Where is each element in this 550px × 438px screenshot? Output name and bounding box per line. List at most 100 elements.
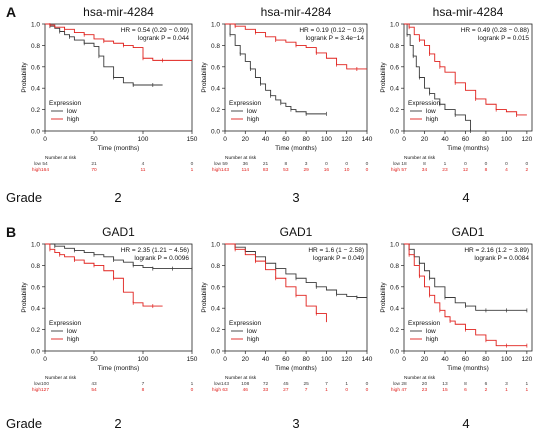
x-tick-label: 120 <box>521 136 532 143</box>
legend-label: low <box>426 108 436 115</box>
risk-count-high: 1 <box>505 387 508 393</box>
risk-count-low: 0 <box>505 161 508 167</box>
x-tick-label: 40 <box>441 356 449 363</box>
legend-label: high <box>247 336 260 343</box>
risk-count-low: 21 <box>263 161 269 167</box>
plot-frame <box>403 23 533 132</box>
x-tick-label: 50 <box>90 356 98 363</box>
risk-count-low: 45 <box>283 381 289 387</box>
y-tick-label: 0.8 <box>390 263 399 270</box>
risk-count-low: 54 <box>42 161 48 167</box>
plot-frame <box>44 243 193 352</box>
km-curve-low <box>404 243 527 311</box>
legend-label: high <box>426 116 439 123</box>
x-tick-label: 60 <box>462 356 470 363</box>
x-tick-label: 20 <box>242 356 250 363</box>
grade-value-b3: 4 <box>462 416 470 431</box>
legend-title: Expression <box>229 320 262 327</box>
y-tick-label: 0.2 <box>211 327 220 334</box>
km-panel: GAD1 0.0 0.2 0.4 0.6 0.8 1.0 0 50 100 150 Time (mon… <box>21 225 198 393</box>
risk-count-high: 0 <box>366 387 369 393</box>
x-tick-label: 100 <box>501 356 512 363</box>
legend-label: low <box>426 328 436 335</box>
risk-count-low: 25 <box>303 381 309 387</box>
risk-count-low: 0 <box>191 161 194 167</box>
risk-count-high: 0 <box>366 167 369 173</box>
y-tick-label: 0.6 <box>211 64 220 71</box>
y-axis-label: Probability <box>21 282 28 313</box>
plot-frame <box>224 23 368 132</box>
risk-count-high: 70 <box>91 167 97 173</box>
risk-count-low: 72 <box>263 381 269 387</box>
risk-count-low: 7 <box>142 381 145 387</box>
risk-count-low: 18 <box>401 161 407 167</box>
x-axis-label: Time (months) <box>447 365 489 372</box>
y-tick-label: 1.0 <box>31 242 40 249</box>
x-tick-label: 80 <box>482 136 490 143</box>
risk-count-high: 6 <box>464 387 467 393</box>
y-tick-label: 0.0 <box>390 129 399 136</box>
x-tick-label: 140 <box>362 136 373 143</box>
x-tick-label: 60 <box>282 136 290 143</box>
y-tick-label: 0.8 <box>31 263 40 270</box>
stat-text: HR = 0.54 (0.29 − 0.99) <box>121 27 189 34</box>
legend-title: Expression <box>49 320 82 327</box>
x-tick-label: 0 <box>402 136 406 143</box>
km-curve-high <box>45 23 192 61</box>
risk-count-high: 127 <box>41 387 49 393</box>
risk-count-high: 2 <box>485 387 488 393</box>
y-tick-label: 0.6 <box>31 284 40 291</box>
grade-value-a2: 3 <box>292 190 300 205</box>
y-tick-label: 0.0 <box>31 129 40 136</box>
x-tick-label: 40 <box>262 136 270 143</box>
legend-label: low <box>247 108 257 115</box>
x-tick-label: 60 <box>462 136 470 143</box>
grade-label-bottom: Grade <box>6 416 43 431</box>
y-tick-label: 0.0 <box>31 349 40 356</box>
risk-count-low: 1 <box>444 161 447 167</box>
risk-group-label: high <box>32 167 41 173</box>
chart-title: hsa-mir-4284 <box>261 5 332 19</box>
km-curve-high <box>225 23 367 70</box>
y-tick-label: 0.4 <box>211 86 220 93</box>
panel-label-a: A <box>6 4 17 20</box>
x-tick-label: 100 <box>138 356 149 363</box>
risk-count-high: 27 <box>283 387 289 393</box>
x-tick-label: 120 <box>521 356 532 363</box>
x-tick-label: 100 <box>138 136 149 143</box>
chart-title: GAD1 <box>280 225 313 239</box>
stat-text: HR = 2.35 (1.21 − 4.56) <box>121 247 189 254</box>
risk-count-high: 8 <box>485 167 488 173</box>
risk-table-title: Number at risk <box>45 375 77 381</box>
x-tick-label: 0 <box>43 356 47 363</box>
x-tick-label: 0 <box>223 136 227 143</box>
legend-label: low <box>247 328 257 335</box>
stat-text: logrank P = 0.0084 <box>474 255 529 262</box>
y-tick-label: 0.2 <box>31 327 40 334</box>
x-tick-label: 100 <box>321 356 332 363</box>
risk-count-high: 1 <box>325 387 328 393</box>
x-tick-label: 20 <box>421 356 429 363</box>
y-tick-label: 0.8 <box>211 263 220 270</box>
y-tick-label: 0.4 <box>390 306 399 313</box>
y-tick-label: 0.2 <box>31 107 40 114</box>
risk-table-title: Number at risk <box>45 155 77 161</box>
chart-title: hsa-mir-4284 <box>433 5 504 19</box>
risk-count-low: 20 <box>422 381 428 387</box>
x-tick-label: 140 <box>362 356 373 363</box>
y-tick-label: 0.0 <box>390 349 399 356</box>
stat-text: logrank P = 3.4e−14 <box>306 35 365 42</box>
y-tick-label: 1.0 <box>211 22 220 29</box>
x-tick-label: 150 <box>187 356 198 363</box>
km-curve-high <box>225 243 327 323</box>
risk-count-low: 36 <box>243 161 249 167</box>
risk-count-high: 33 <box>263 387 269 393</box>
y-tick-label: 0.8 <box>31 43 40 50</box>
risk-count-high: 53 <box>283 167 289 173</box>
risk-count-high: 34 <box>422 167 428 173</box>
risk-group-label: low <box>34 381 42 387</box>
stat-text: HR = 1.6 (1 − 2.58) <box>308 247 364 254</box>
risk-count-high: 114 <box>241 167 249 173</box>
